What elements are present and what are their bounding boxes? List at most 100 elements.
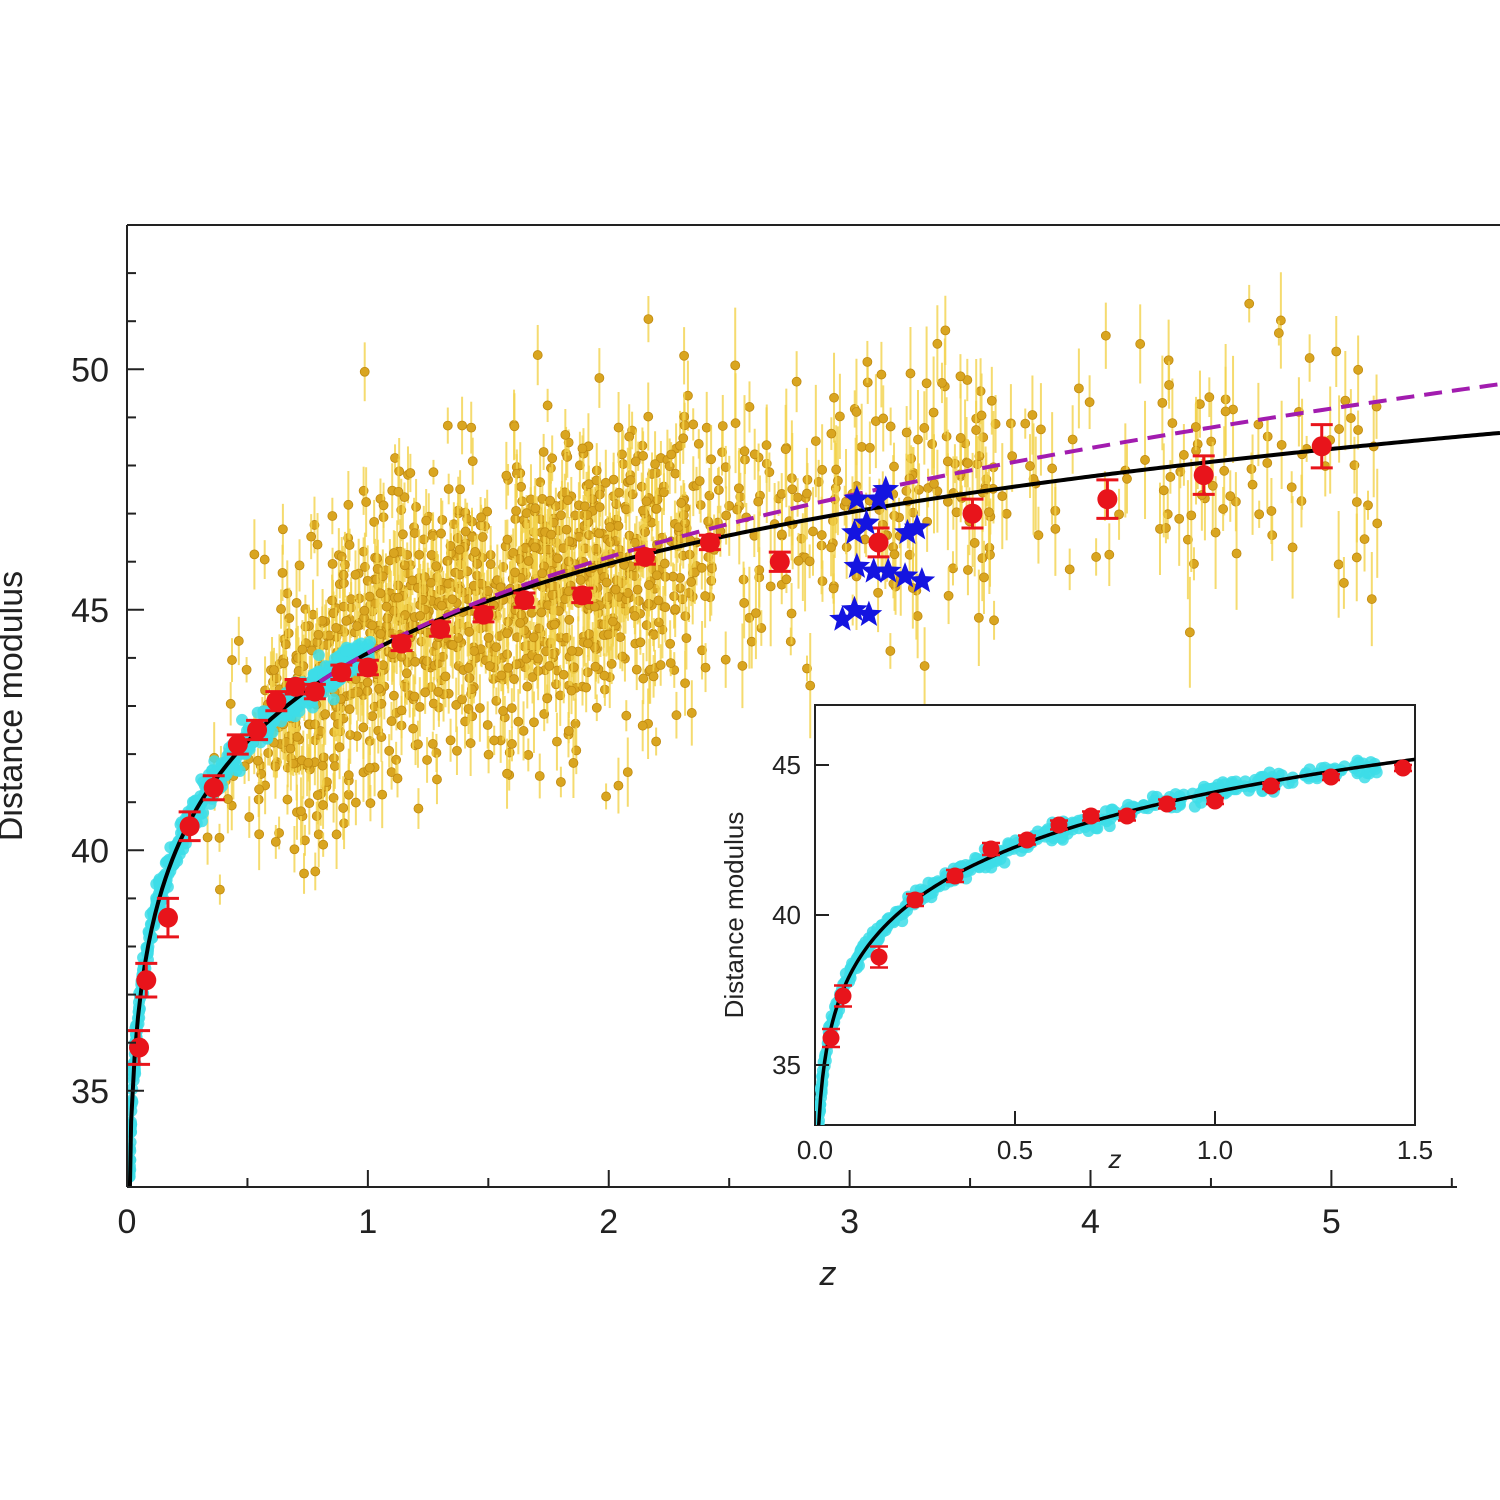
inset-plot-area bbox=[815, 754, 1415, 1125]
quasar-point bbox=[625, 475, 636, 485]
quasar-point bbox=[428, 698, 439, 709]
quasar-point bbox=[466, 422, 477, 433]
quasar-point bbox=[1262, 458, 1273, 468]
quasar-point bbox=[615, 632, 626, 643]
quasar-point bbox=[1333, 559, 1344, 570]
binned-point bbox=[769, 551, 790, 572]
quasar-point bbox=[427, 739, 438, 749]
quasar-point bbox=[1161, 523, 1171, 533]
quasar-point bbox=[660, 602, 671, 613]
quasar-point bbox=[1254, 509, 1265, 520]
quasar-point bbox=[517, 496, 528, 507]
quasar-point bbox=[686, 708, 697, 718]
quasar-point bbox=[721, 510, 732, 521]
quasar-point bbox=[433, 686, 444, 697]
quasar-point bbox=[409, 691, 420, 702]
quasar-point bbox=[648, 671, 659, 682]
quasar-point bbox=[1351, 497, 1362, 507]
quasar-point bbox=[343, 499, 354, 510]
binned-point bbox=[136, 970, 157, 991]
quasar-point bbox=[225, 698, 236, 709]
quasar-point bbox=[680, 678, 690, 689]
quasar-point bbox=[414, 701, 425, 712]
quasar-point bbox=[963, 565, 973, 575]
quasar-point bbox=[1091, 552, 1102, 562]
quasar-point bbox=[409, 528, 420, 539]
quasar-point bbox=[885, 646, 896, 656]
quasar-point bbox=[834, 411, 845, 422]
quasar-point bbox=[651, 736, 662, 747]
inset-plot: 0.0 0.5 1.0 1.5 35 40 45 z Distance modulus bbox=[719, 704, 1433, 1174]
inset-binned-point bbox=[822, 1029, 840, 1047]
quasar-point bbox=[1246, 464, 1257, 474]
quasar-point bbox=[1219, 465, 1230, 476]
quasar-point bbox=[502, 649, 513, 660]
inset-supernova-point bbox=[1216, 776, 1229, 789]
quasar-point bbox=[720, 654, 731, 665]
quasar-point bbox=[613, 521, 624, 531]
supernova-point bbox=[150, 878, 163, 891]
y-tick-label: 50 bbox=[71, 351, 109, 389]
quasar-point bbox=[594, 373, 605, 383]
quasar-point bbox=[568, 662, 579, 673]
quasar-point bbox=[1353, 425, 1363, 435]
quasar-point bbox=[831, 464, 842, 475]
quasar-point bbox=[1225, 491, 1236, 501]
inset-binned-point bbox=[982, 840, 1000, 858]
quasar-point bbox=[274, 828, 285, 838]
grb-star bbox=[843, 485, 871, 511]
inset-x-tick-label: 0.5 bbox=[997, 1135, 1033, 1165]
quasar-point bbox=[521, 508, 532, 519]
quasar-point bbox=[555, 777, 566, 787]
quasar-point bbox=[700, 591, 711, 601]
quasar-point bbox=[522, 681, 533, 692]
quasar-point bbox=[294, 560, 305, 571]
quasar-point bbox=[1353, 364, 1364, 375]
quasar-point bbox=[388, 548, 399, 558]
inset-supernova-point bbox=[1188, 800, 1201, 813]
quasar-point bbox=[546, 529, 557, 540]
binned-point bbox=[391, 633, 412, 654]
quasar-point bbox=[401, 668, 412, 679]
grb-star bbox=[853, 509, 880, 535]
quasar-point bbox=[969, 538, 980, 548]
quasar-point bbox=[396, 651, 407, 662]
quasar-point bbox=[929, 478, 939, 489]
quasar-point bbox=[862, 356, 873, 367]
quasar-point bbox=[921, 378, 932, 389]
quasar-point bbox=[1020, 418, 1031, 429]
quasar-point bbox=[706, 454, 717, 465]
quasar-point bbox=[516, 481, 526, 492]
quasar-point bbox=[1067, 434, 1078, 445]
quasar-point bbox=[362, 677, 373, 688]
quasar-point bbox=[808, 526, 818, 537]
quasar-point bbox=[694, 476, 705, 486]
binned-point bbox=[157, 907, 178, 928]
quasar-point bbox=[889, 549, 900, 560]
quasar-point bbox=[651, 503, 662, 514]
quasar-point bbox=[386, 716, 397, 726]
inset-x-tick-label: 1.0 bbox=[1197, 1135, 1233, 1165]
quasar-point bbox=[359, 366, 370, 377]
quasar-point bbox=[313, 829, 324, 840]
quasar-point bbox=[1135, 339, 1146, 349]
quasar-point bbox=[601, 577, 612, 588]
quasar-point bbox=[277, 567, 288, 578]
quasar-point bbox=[334, 742, 345, 753]
quasar-point bbox=[761, 440, 772, 451]
quasar-point bbox=[465, 738, 476, 749]
grb-points bbox=[829, 475, 936, 631]
quasar-point bbox=[826, 542, 836, 553]
quasar-point bbox=[552, 553, 563, 564]
quasar-point bbox=[617, 651, 628, 662]
quasar-point bbox=[568, 758, 579, 768]
x-tick-label: 0 bbox=[118, 1203, 137, 1241]
quasar-point bbox=[420, 687, 431, 698]
quasar-point bbox=[508, 547, 519, 558]
quasar-point bbox=[530, 542, 540, 553]
quasar-point bbox=[637, 720, 648, 731]
quasar-point bbox=[730, 360, 741, 371]
quasar-point bbox=[962, 458, 973, 469]
quasar-point bbox=[1186, 510, 1197, 521]
quasar-point bbox=[496, 670, 507, 681]
